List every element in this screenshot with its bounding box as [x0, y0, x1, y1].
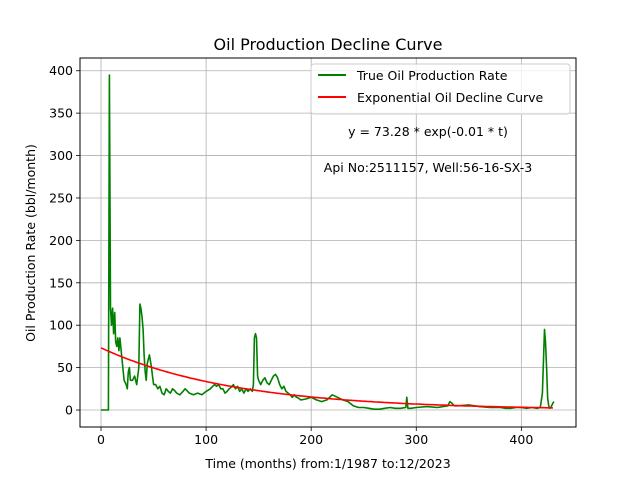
exponential-decline-line: [100, 347, 553, 409]
legend-label-true-oil: True Oil Production Rate: [356, 68, 508, 83]
y-tick-label: 400: [49, 63, 73, 78]
legend-label-exponential: Exponential Oil Decline Curve: [357, 90, 544, 105]
y-tick-label: 350: [49, 106, 73, 121]
y-tick-label: 250: [49, 190, 73, 205]
x-tick-label: 100: [194, 432, 218, 447]
fit-equation-annotation: y = 73.28 * exp(-0.01 * t): [348, 124, 508, 139]
y-tick-label: 50: [57, 360, 73, 375]
chart-title: Oil Production Decline Curve: [214, 35, 443, 54]
chart-series: [100, 74, 555, 411]
legend: True Oil Production Rate Exponential Oil…: [310, 63, 571, 115]
y-tick-label: 300: [49, 148, 73, 163]
x-axis-label: Time (months) from:1/1987 to:12/2023: [204, 456, 450, 471]
legend-box: [310, 63, 571, 115]
well-info-annotation: Api No:2511157, Well:56-16-SX-3: [324, 160, 532, 175]
plot-frame: [79, 57, 577, 428]
y-tick-label: 100: [49, 318, 73, 333]
x-tick-label: 400: [509, 432, 533, 447]
y-tick-label: 200: [49, 233, 73, 248]
x-tick-label: 200: [299, 432, 323, 447]
y-tick-label: 0: [65, 403, 73, 418]
true-oil-production-line: [101, 74, 555, 411]
x-tick-label: 300: [404, 432, 428, 447]
x-tick-label: 0: [97, 432, 105, 447]
x-axis-ticks: 0 100 200 300 400: [97, 427, 533, 447]
y-axis-ticks: 0 50 100 150 200 250 300 350 400: [49, 63, 80, 418]
y-tick-label: 150: [49, 275, 73, 290]
y-axis-label: Oil Production Rate (bbl/month): [23, 144, 38, 342]
